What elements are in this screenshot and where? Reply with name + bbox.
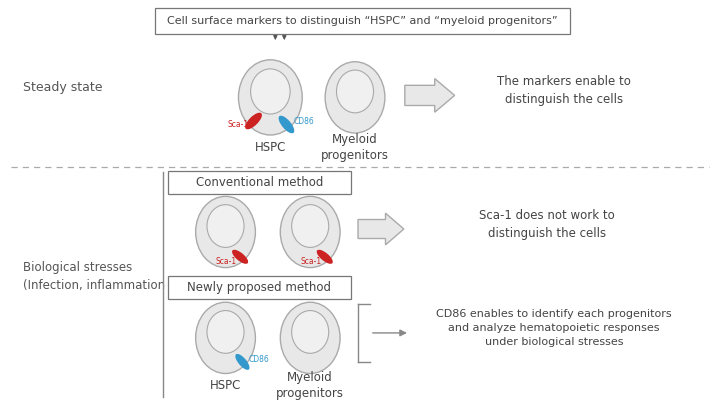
Ellipse shape bbox=[246, 113, 262, 129]
Text: Steady state: Steady state bbox=[23, 81, 103, 94]
Text: Conventional method: Conventional method bbox=[196, 176, 323, 189]
Ellipse shape bbox=[279, 116, 294, 133]
FancyBboxPatch shape bbox=[168, 275, 351, 299]
Text: HSPC: HSPC bbox=[255, 141, 286, 154]
Ellipse shape bbox=[292, 311, 329, 353]
Text: CD86: CD86 bbox=[294, 117, 315, 126]
Text: The markers enable to
distinguish the cells: The markers enable to distinguish the ce… bbox=[498, 75, 631, 106]
Text: Cell surface markers to distinguish “HSPC” and “myeloid progenitors”: Cell surface markers to distinguish “HSP… bbox=[167, 16, 558, 26]
Ellipse shape bbox=[238, 60, 302, 135]
FancyBboxPatch shape bbox=[155, 9, 570, 34]
Ellipse shape bbox=[292, 205, 329, 247]
Ellipse shape bbox=[207, 205, 244, 247]
Text: CD86 enables to identify each progenitors
and analyze hematopoietic responses
un: CD86 enables to identify each progenitor… bbox=[436, 309, 672, 347]
Text: Myeloid
progenitors: Myeloid progenitors bbox=[321, 133, 389, 162]
Polygon shape bbox=[358, 213, 404, 245]
Text: HSPC: HSPC bbox=[210, 379, 241, 392]
Text: CD86: CD86 bbox=[249, 356, 270, 364]
Ellipse shape bbox=[196, 196, 256, 268]
Text: Newly proposed method: Newly proposed method bbox=[187, 281, 331, 294]
Text: Sca-1 does not work to
distinguish the cells: Sca-1 does not work to distinguish the c… bbox=[480, 209, 615, 240]
Text: Biological stresses
(Infection, inflammation etc.): Biological stresses (Infection, inflamma… bbox=[23, 261, 196, 292]
Ellipse shape bbox=[336, 70, 374, 113]
Text: Sca-1: Sca-1 bbox=[300, 257, 321, 266]
Ellipse shape bbox=[235, 354, 250, 370]
Ellipse shape bbox=[280, 302, 340, 373]
Ellipse shape bbox=[207, 311, 244, 353]
Text: Myeloid
progenitors: Myeloid progenitors bbox=[276, 371, 344, 400]
Ellipse shape bbox=[251, 69, 290, 114]
Ellipse shape bbox=[280, 196, 340, 268]
Polygon shape bbox=[405, 79, 454, 112]
Ellipse shape bbox=[196, 302, 256, 373]
Ellipse shape bbox=[232, 250, 248, 264]
FancyBboxPatch shape bbox=[168, 171, 351, 194]
Text: Sca-1: Sca-1 bbox=[227, 120, 248, 130]
Ellipse shape bbox=[325, 62, 385, 133]
Text: Sca-1: Sca-1 bbox=[215, 257, 237, 266]
Ellipse shape bbox=[317, 250, 333, 264]
